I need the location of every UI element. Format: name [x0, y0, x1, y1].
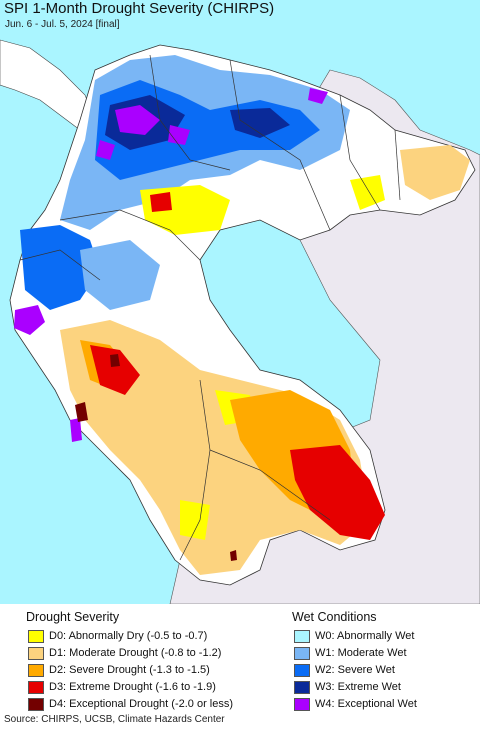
- swatch-w1: [294, 646, 310, 660]
- legend-label-d0: D0: Abnormally Dry (-0.5 to -0.7): [49, 630, 208, 642]
- swatch-d0: [28, 629, 44, 643]
- swatch-d4: [28, 697, 44, 711]
- swatch-w2: [294, 663, 310, 677]
- swatch-d3: [28, 680, 44, 694]
- legend-label-d4: D4: Exceptional Drought (-2.0 or less): [49, 698, 234, 710]
- legend-label-d3: D3: Extreme Drought (-1.6 to -1.9): [49, 681, 216, 693]
- wet-exceptional-west: [14, 305, 82, 442]
- legend-item-w0: W0: Abnormally Wet: [294, 628, 414, 644]
- wet-exceptional-north: [96, 88, 328, 160]
- legend: Drought Severity Wet Conditions D0: Abno…: [0, 604, 480, 712]
- legend-label-w1: W1: Moderate Wet: [315, 647, 407, 659]
- drought-d1-south: [60, 320, 370, 575]
- legend-item-w2: W2: Severe Wet: [294, 662, 395, 678]
- legend-item-d0: D0: Abnormally Dry (-0.5 to -0.7): [28, 628, 207, 644]
- swatch-w3: [294, 680, 310, 694]
- legend-item-d1: D1: Moderate Drought (-0.8 to -1.2): [28, 645, 221, 661]
- swatch-d1: [28, 646, 44, 660]
- legend-item-d4: D4: Exceptional Drought (-2.0 or less): [28, 696, 233, 712]
- legend-item-w1: W1: Moderate Wet: [294, 645, 407, 661]
- wet-extreme-north: [105, 95, 290, 150]
- drought-d2-south: [80, 340, 355, 520]
- drought-d0-patch: [140, 175, 385, 540]
- map-subtitle: Jun. 6 - Jul. 5, 2024 [final]: [5, 19, 120, 30]
- wet-zone-west: [20, 225, 100, 310]
- legend-wet-title: Wet Conditions: [292, 610, 377, 624]
- drought-map: [0, 0, 480, 604]
- source-credit: Source: CHIRPS, UCSB, Climate Hazards Ce…: [4, 714, 225, 725]
- legend-label-w4: W4: Exceptional Wet: [315, 698, 417, 710]
- wet-moderate-central: [80, 240, 160, 310]
- swatch-w0: [294, 629, 310, 643]
- drought-d1-east: [400, 145, 470, 200]
- legend-label-w3: W3: Extreme Wet: [315, 681, 401, 693]
- legend-label-w2: W2: Severe Wet: [315, 664, 395, 676]
- map-title: SPI 1-Month Drought Severity (CHIRPS): [4, 0, 275, 17]
- legend-item-d3: D3: Extreme Drought (-1.6 to -1.9): [28, 679, 216, 695]
- swatch-d2: [28, 663, 44, 677]
- legend-item-d2: D2: Severe Drought (-1.3 to -1.5): [28, 662, 210, 678]
- legend-item-w4: W4: Exceptional Wet: [294, 696, 417, 712]
- legend-item-w3: W3: Extreme Wet: [294, 679, 401, 695]
- legend-label-w0: W0: Abnormally Wet: [315, 630, 415, 642]
- swatch-w4: [294, 697, 310, 711]
- legend-label-d2: D2: Severe Drought (-1.3 to -1.5): [49, 664, 210, 676]
- country-borders: [19, 54, 401, 561]
- legend-drought-title: Drought Severity: [26, 610, 120, 624]
- legend-label-d1: D1: Moderate Drought (-0.8 to -1.2): [49, 647, 222, 659]
